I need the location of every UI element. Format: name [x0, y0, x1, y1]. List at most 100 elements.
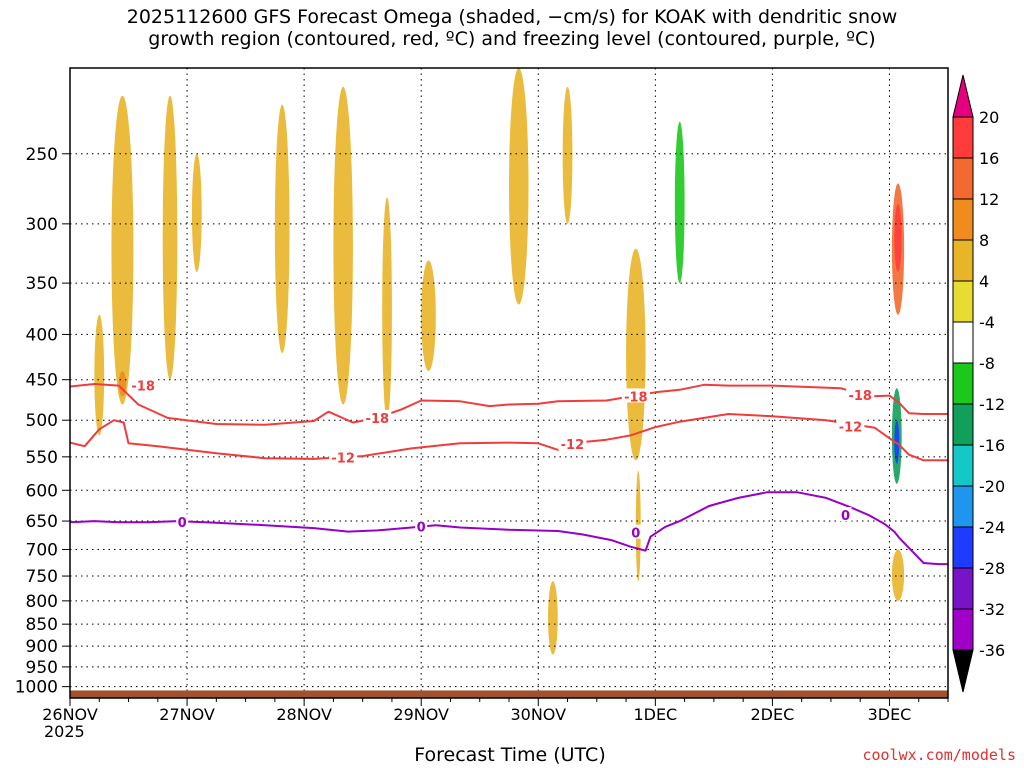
contour-label: -18 — [366, 412, 390, 427]
contour-label: -18 — [131, 380, 155, 395]
contour-label-bg — [846, 386, 875, 401]
omega-cell — [382, 197, 392, 421]
x-tick-label: 28NOV — [276, 705, 332, 724]
y-tick-label: 250 — [26, 145, 58, 165]
credit-link[interactable]: coolwx.com/models — [862, 746, 1016, 764]
y-tick-label: 300 — [26, 215, 58, 235]
contour-label-bg — [836, 418, 865, 433]
title-line-2: growth region (contoured, red, ºC) and f… — [148, 28, 876, 50]
colorbar-label: 8 — [979, 231, 989, 250]
x-tick-label: 30NOV — [510, 705, 566, 724]
omega-cell — [162, 95, 178, 380]
contour-label-bg — [363, 409, 392, 424]
contour-label-bg — [558, 436, 587, 451]
plot-frame — [69, 67, 949, 699]
y-tick-label: 750 — [26, 567, 58, 587]
contour-label-bg — [839, 507, 852, 522]
contour-label: -12 — [839, 420, 863, 435]
omega-cell — [891, 549, 905, 601]
omega-cell — [918, 153, 939, 363]
y-tick-label: 500 — [26, 411, 58, 431]
omega-shading — [79, 68, 939, 655]
colorbar-swatch — [952, 403, 974, 446]
contour-label-bg — [176, 514, 189, 529]
contour-lines: -18 -18 -18 -18 -12 -12 -12 0 0 0 0 — [70, 377, 948, 566]
contour-line — [70, 413, 948, 462]
grid-lines — [70, 68, 948, 698]
contour-label: -12 — [561, 438, 585, 453]
y-axis: 2503003504004505005506006507007508008509… — [15, 145, 70, 698]
contour-label: 0 — [631, 527, 640, 542]
y-tick-label: 800 — [26, 592, 58, 612]
contour-label-bg — [129, 377, 158, 392]
omega-cell — [509, 68, 529, 305]
colorbar-label: -32 — [979, 600, 1005, 619]
colorbar-swatch — [952, 444, 974, 487]
colorbar-swatch — [952, 362, 974, 405]
contour-label-bg — [629, 524, 642, 539]
y-tick-label: 400 — [26, 325, 58, 345]
colorbar-swatch — [952, 485, 974, 528]
omega-cell — [674, 121, 685, 284]
omega-cell — [111, 95, 134, 405]
omega-cell — [94, 314, 105, 436]
omega-cell — [548, 581, 558, 655]
x-tick-label: 27NOV — [159, 705, 215, 724]
colorbar-swatch — [952, 239, 974, 282]
contour-label: 0 — [417, 520, 426, 535]
ground-strip — [70, 690, 948, 698]
colorbar-swatch — [952, 116, 974, 159]
colorbar-label: 4 — [979, 272, 989, 291]
y-tick-label: 850 — [26, 615, 58, 635]
colorbar-label: 16 — [979, 149, 999, 168]
colorbar-label: -28 — [979, 559, 1005, 578]
y-tick-label: 650 — [26, 512, 58, 532]
contour-label-bg — [329, 449, 358, 464]
x-tick-label: 1DEC — [633, 705, 677, 724]
colorbar-swatch — [952, 198, 974, 241]
y-tick-label: 550 — [26, 448, 58, 468]
x-tick-label: 26NOV — [42, 705, 98, 724]
contour-label: -12 — [331, 452, 355, 467]
contour-label: 0 — [178, 516, 187, 531]
omega-cell — [662, 68, 675, 397]
omega-cell — [684, 334, 692, 454]
colorbar-label: -36 — [979, 641, 1005, 660]
y-tick-label: 700 — [26, 541, 58, 561]
contour-label-bg — [621, 388, 650, 403]
colorbar-top-arrow — [952, 74, 974, 118]
contour-label: -18 — [624, 390, 648, 405]
contour-label: 0 — [841, 509, 850, 524]
x-tick-label: 2DEC — [751, 705, 795, 724]
chart-title: 2025112600 GFS Forecast Omega (shaded, −… — [0, 6, 1024, 50]
omega-cell — [421, 260, 436, 372]
colorbar-label: -24 — [979, 518, 1005, 537]
omega-cell — [274, 104, 290, 354]
colorbar: 20 16 12 8 4 -4 -8 -12 -16 -20 -24 -28 -32 -36 — [952, 74, 1005, 693]
x-tick-label: 3DEC — [868, 705, 912, 724]
ground-rect — [70, 690, 948, 698]
omega-cell — [626, 248, 646, 461]
colorbar-label: 20 — [979, 108, 999, 127]
contour-label: -18 — [848, 389, 872, 404]
year-label: 2025 — [44, 722, 85, 741]
colorbar-bottom-arrow — [952, 649, 974, 693]
colorbar-label: -20 — [979, 477, 1005, 496]
colorbar-swatch — [952, 567, 974, 610]
colorbar-swatch — [952, 321, 974, 364]
omega-cell — [894, 204, 902, 272]
colorbar-swatch — [952, 157, 974, 200]
colorbar-label: 12 — [979, 190, 999, 209]
x-axis-label: Forecast Time (UTC) — [414, 744, 606, 766]
y-tick-label: 1000 — [15, 678, 58, 698]
omega-cell — [191, 153, 202, 272]
y-tick-label: 900 — [26, 637, 58, 657]
colorbar-swatch — [952, 280, 974, 323]
colorbar-label: -4 — [979, 313, 995, 332]
omega-cell — [333, 86, 353, 405]
y-tick-label: 600 — [26, 481, 58, 501]
y-tick-label: 950 — [26, 658, 58, 678]
colorbar-swatch — [952, 608, 974, 651]
contour-label-bg — [415, 518, 428, 533]
